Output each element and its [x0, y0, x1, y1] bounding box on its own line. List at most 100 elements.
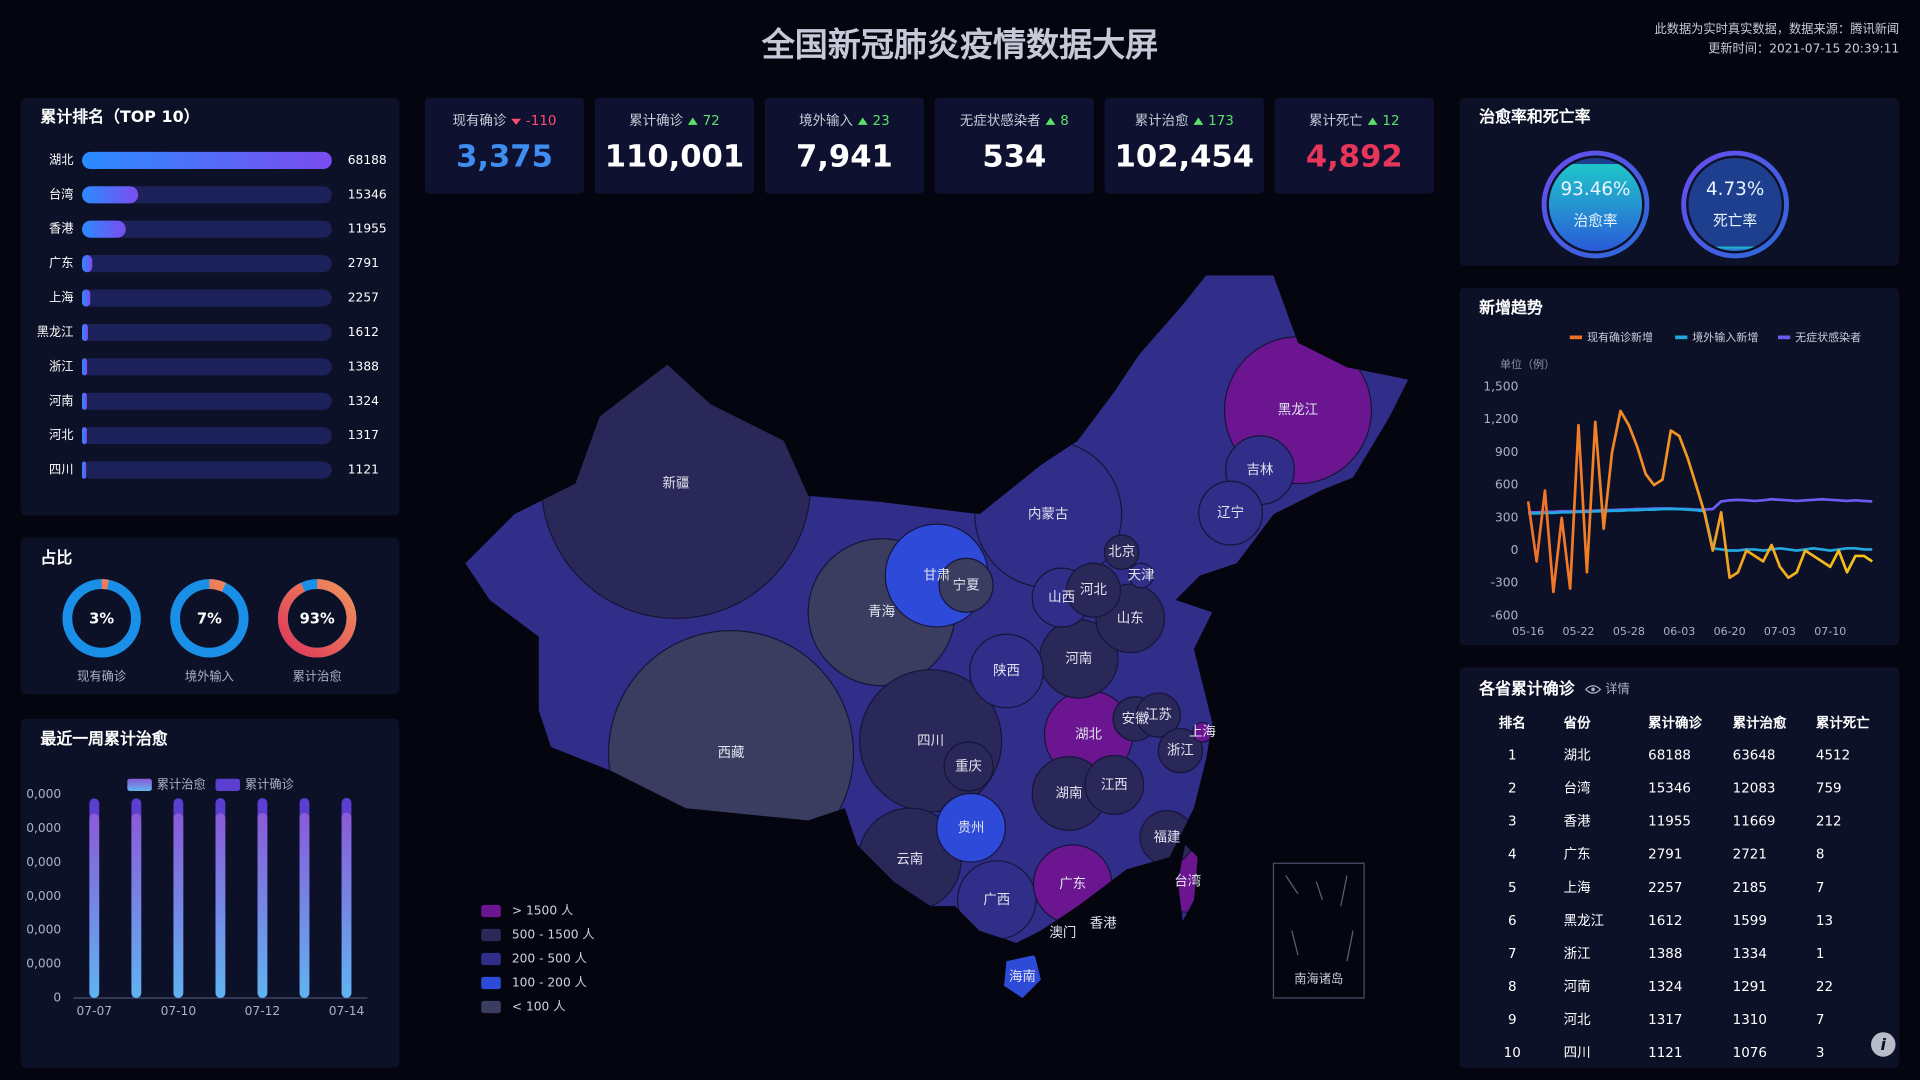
- legend-swatch: [1569, 335, 1583, 340]
- stat-card: [424, 97, 585, 194]
- province-label: 陕西: [993, 663, 1020, 679]
- bar-value: 1121: [348, 463, 379, 477]
- y-axis-title: 单位（例）: [1500, 357, 1555, 371]
- province-label: 重庆: [955, 759, 982, 775]
- province-region: [1128, 562, 1155, 589]
- province-region: [936, 792, 1006, 863]
- gauge-value: 4.73%: [1706, 179, 1764, 200]
- detail-link[interactable]: 详情: [1605, 681, 1629, 696]
- inset-islands: [1285, 875, 1354, 962]
- table-header: 省份: [1563, 715, 1591, 732]
- province-label: 上海: [1189, 724, 1216, 740]
- province-region: [943, 741, 994, 792]
- legend-swatch: [481, 952, 501, 966]
- y-tick-label: -300: [1491, 576, 1519, 590]
- x-tick-label: 05-16: [1512, 625, 1544, 638]
- table-cell: 1291: [1733, 980, 1767, 995]
- stat-label: 累计确诊: [629, 113, 683, 129]
- stat-change: -110: [526, 114, 557, 129]
- province-label: 山东: [1117, 610, 1144, 626]
- table-cell: 2: [1508, 782, 1517, 797]
- table-cell: 4512: [1816, 749, 1850, 764]
- stat-label: 现有确诊: [453, 113, 507, 129]
- panels: [20, 97, 1900, 1068]
- gauge-label: 治愈率: [1573, 213, 1617, 230]
- province-region: [1084, 754, 1145, 815]
- gauge-fill: [1548, 164, 1643, 252]
- bar-label: 浙江: [49, 359, 73, 373]
- bar-value: 1324: [348, 394, 379, 408]
- legend-swatch: [1675, 335, 1688, 340]
- info-icon[interactable]: [1871, 1032, 1896, 1057]
- table-cell: 2257: [1648, 881, 1682, 896]
- bar-value: 68188: [348, 153, 387, 167]
- province-label: 四川: [917, 734, 944, 749]
- bar-track: [82, 323, 332, 342]
- y-tick-label: 0,000: [26, 957, 61, 971]
- table-cell: 上海: [1564, 880, 1591, 896]
- stat-change: 8: [1060, 114, 1069, 129]
- series-line: [1528, 507, 1873, 552]
- table-cell: 7: [1816, 1013, 1825, 1028]
- table-cell: 香港: [1564, 814, 1591, 830]
- province-label: 广西: [983, 892, 1010, 908]
- table-cell: 1076: [1733, 1046, 1767, 1061]
- province-region: [1135, 692, 1182, 738]
- panel-title: 占比: [40, 548, 72, 567]
- province-label: 江苏: [1145, 707, 1172, 723]
- table-cell: 759: [1816, 782, 1842, 797]
- panel: [1459, 667, 1900, 1068]
- bar-track: [82, 427, 332, 445]
- legend-label: 现有确诊新增: [1587, 330, 1653, 344]
- x-tick-label: 07-10: [1814, 625, 1846, 638]
- series-line: [1526, 409, 1873, 594]
- table-cell: 1612: [1648, 914, 1682, 929]
- trend-arrow: [687, 117, 698, 125]
- bar: [299, 812, 310, 998]
- y-tick-label: 0: [1511, 543, 1519, 557]
- gauge-back: [1688, 157, 1782, 252]
- y-tick-label: 0,000: [26, 889, 61, 903]
- table-cell: 1: [1816, 947, 1825, 962]
- table-cell: 黑龙江: [1564, 913, 1604, 929]
- bar-label: 四川: [49, 463, 73, 477]
- x-tick-label: 07-12: [245, 1004, 281, 1018]
- bar: [341, 812, 352, 998]
- bar-label: 湖北: [49, 152, 73, 167]
- province-region: [1103, 534, 1140, 570]
- donut-segment: [277, 579, 357, 658]
- stat-value: 102,454: [1115, 139, 1254, 174]
- gauge-label: 死亡率: [1713, 213, 1757, 230]
- bar: [82, 323, 88, 342]
- legend-label: < 100 人: [512, 1000, 566, 1014]
- province-label: 甘肃: [923, 568, 950, 584]
- bar: [82, 427, 87, 445]
- donut-segment: [62, 579, 141, 658]
- donut-value: 7%: [197, 611, 222, 628]
- province-label: 天津: [1128, 568, 1155, 584]
- table-cell: 12083: [1733, 782, 1776, 797]
- table-cell: 3: [1508, 815, 1517, 830]
- x-tick-label: 05-28: [1613, 625, 1645, 638]
- province-label: 安徽: [1122, 711, 1149, 727]
- province-label: 西藏: [718, 745, 745, 761]
- table-cell: 5: [1508, 881, 1517, 896]
- bar-label: 河北: [49, 428, 73, 442]
- bar-track: [82, 220, 332, 238]
- trend-arrow: [857, 117, 868, 125]
- province-region: [1198, 480, 1264, 546]
- y-tick-label: 600: [1495, 478, 1518, 492]
- legend-swatch: [215, 778, 240, 792]
- table-cell: 湖北: [1564, 748, 1591, 764]
- legend-label: 无症状感染者: [1795, 330, 1861, 344]
- stat-change: 173: [1208, 114, 1234, 129]
- y-tick-label: 300: [1495, 510, 1518, 524]
- table-cell: 212: [1816, 815, 1842, 830]
- x-tick-label: 07-07: [77, 1004, 113, 1018]
- panel-title: 新增趋势: [1479, 298, 1543, 317]
- table-cell: 9: [1508, 1013, 1517, 1028]
- province-label: 湖北: [1075, 727, 1102, 743]
- legend-label: 500 - 1500 人: [512, 928, 595, 942]
- bar: [215, 813, 226, 998]
